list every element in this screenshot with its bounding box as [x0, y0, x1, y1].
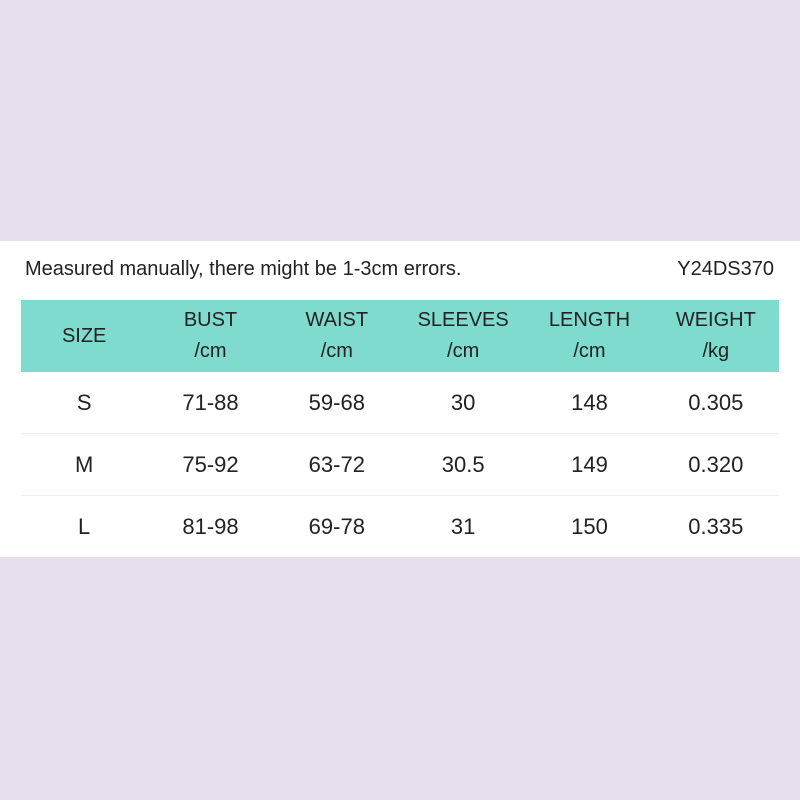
measurement-note: Measured manually, there might be 1-3cm … — [25, 258, 462, 280]
header-unit: /cm — [194, 340, 227, 362]
header-label: WAIST — [305, 309, 369, 331]
cell-waist: 59-68 — [273, 372, 400, 434]
header-unit: /cm — [320, 340, 353, 362]
header-size: SIZE — [21, 300, 148, 372]
cell-weight: 0.305 — [652, 372, 779, 434]
cell-sleeves: 31 — [450, 513, 476, 539]
table-row: L 81-98 69-78 31 150 0.335 — [21, 496, 779, 558]
cell-weight: 0.335 — [688, 513, 744, 539]
header-unit: /kg — [702, 340, 730, 362]
header-row: SIZE BUST/cm WAIST/cm SLEEVES/cm LENGTH /… — [21, 300, 779, 372]
cell-size: S — [21, 372, 148, 434]
table-row: S 71-88 59-68 30 148 0.305 — [21, 372, 779, 434]
header-bust: BUST/cm — [147, 300, 274, 372]
header-label: SIZE — [61, 324, 107, 347]
size-chart-panel: Measured manually, there might be 1-3cm … — [0, 241, 800, 557]
cell-waist: 63-72 — [273, 433, 400, 496]
header-unit: /cm — [447, 340, 480, 362]
header-weight: WEIGHT/kg — [652, 300, 779, 372]
header-label: BUST — [183, 309, 238, 331]
cell-bust: 71-88 — [147, 372, 274, 434]
header-label: LENGTH — [548, 309, 631, 331]
cell-waist: 69-78 — [308, 513, 365, 539]
cell-bust: 81-98 — [182, 513, 239, 539]
cell-length: 149 — [526, 433, 653, 496]
header-sleeves: SLEEVES/cm — [399, 300, 527, 372]
header-label: WEIGHT — [675, 309, 756, 331]
cell-size: L — [78, 513, 91, 539]
cell-length: 148 — [526, 372, 653, 434]
cell-length: 150 — [571, 513, 608, 539]
size-table: SIZE BUST/cm WAIST/cm SLEEVES/cm LENGTH /… — [21, 300, 779, 557]
table-row: M 75-92 63-72 30.5 149 0.320 — [21, 433, 779, 496]
cell-weight: 0.320 — [652, 433, 779, 496]
cell-bust: 75-92 — [147, 433, 274, 496]
product-code: Y24DS370 — [677, 258, 774, 280]
header-unit: /cm — [573, 340, 606, 362]
cell-size: M — [21, 433, 148, 496]
cell-sleeves: 30 — [399, 372, 527, 434]
header-length: LENGTH/cm — [526, 300, 653, 372]
cell-sleeves: 30.5 — [399, 433, 527, 496]
header-waist: WAIST/cm — [273, 300, 400, 372]
header-label: SLEEVES — [417, 309, 509, 331]
